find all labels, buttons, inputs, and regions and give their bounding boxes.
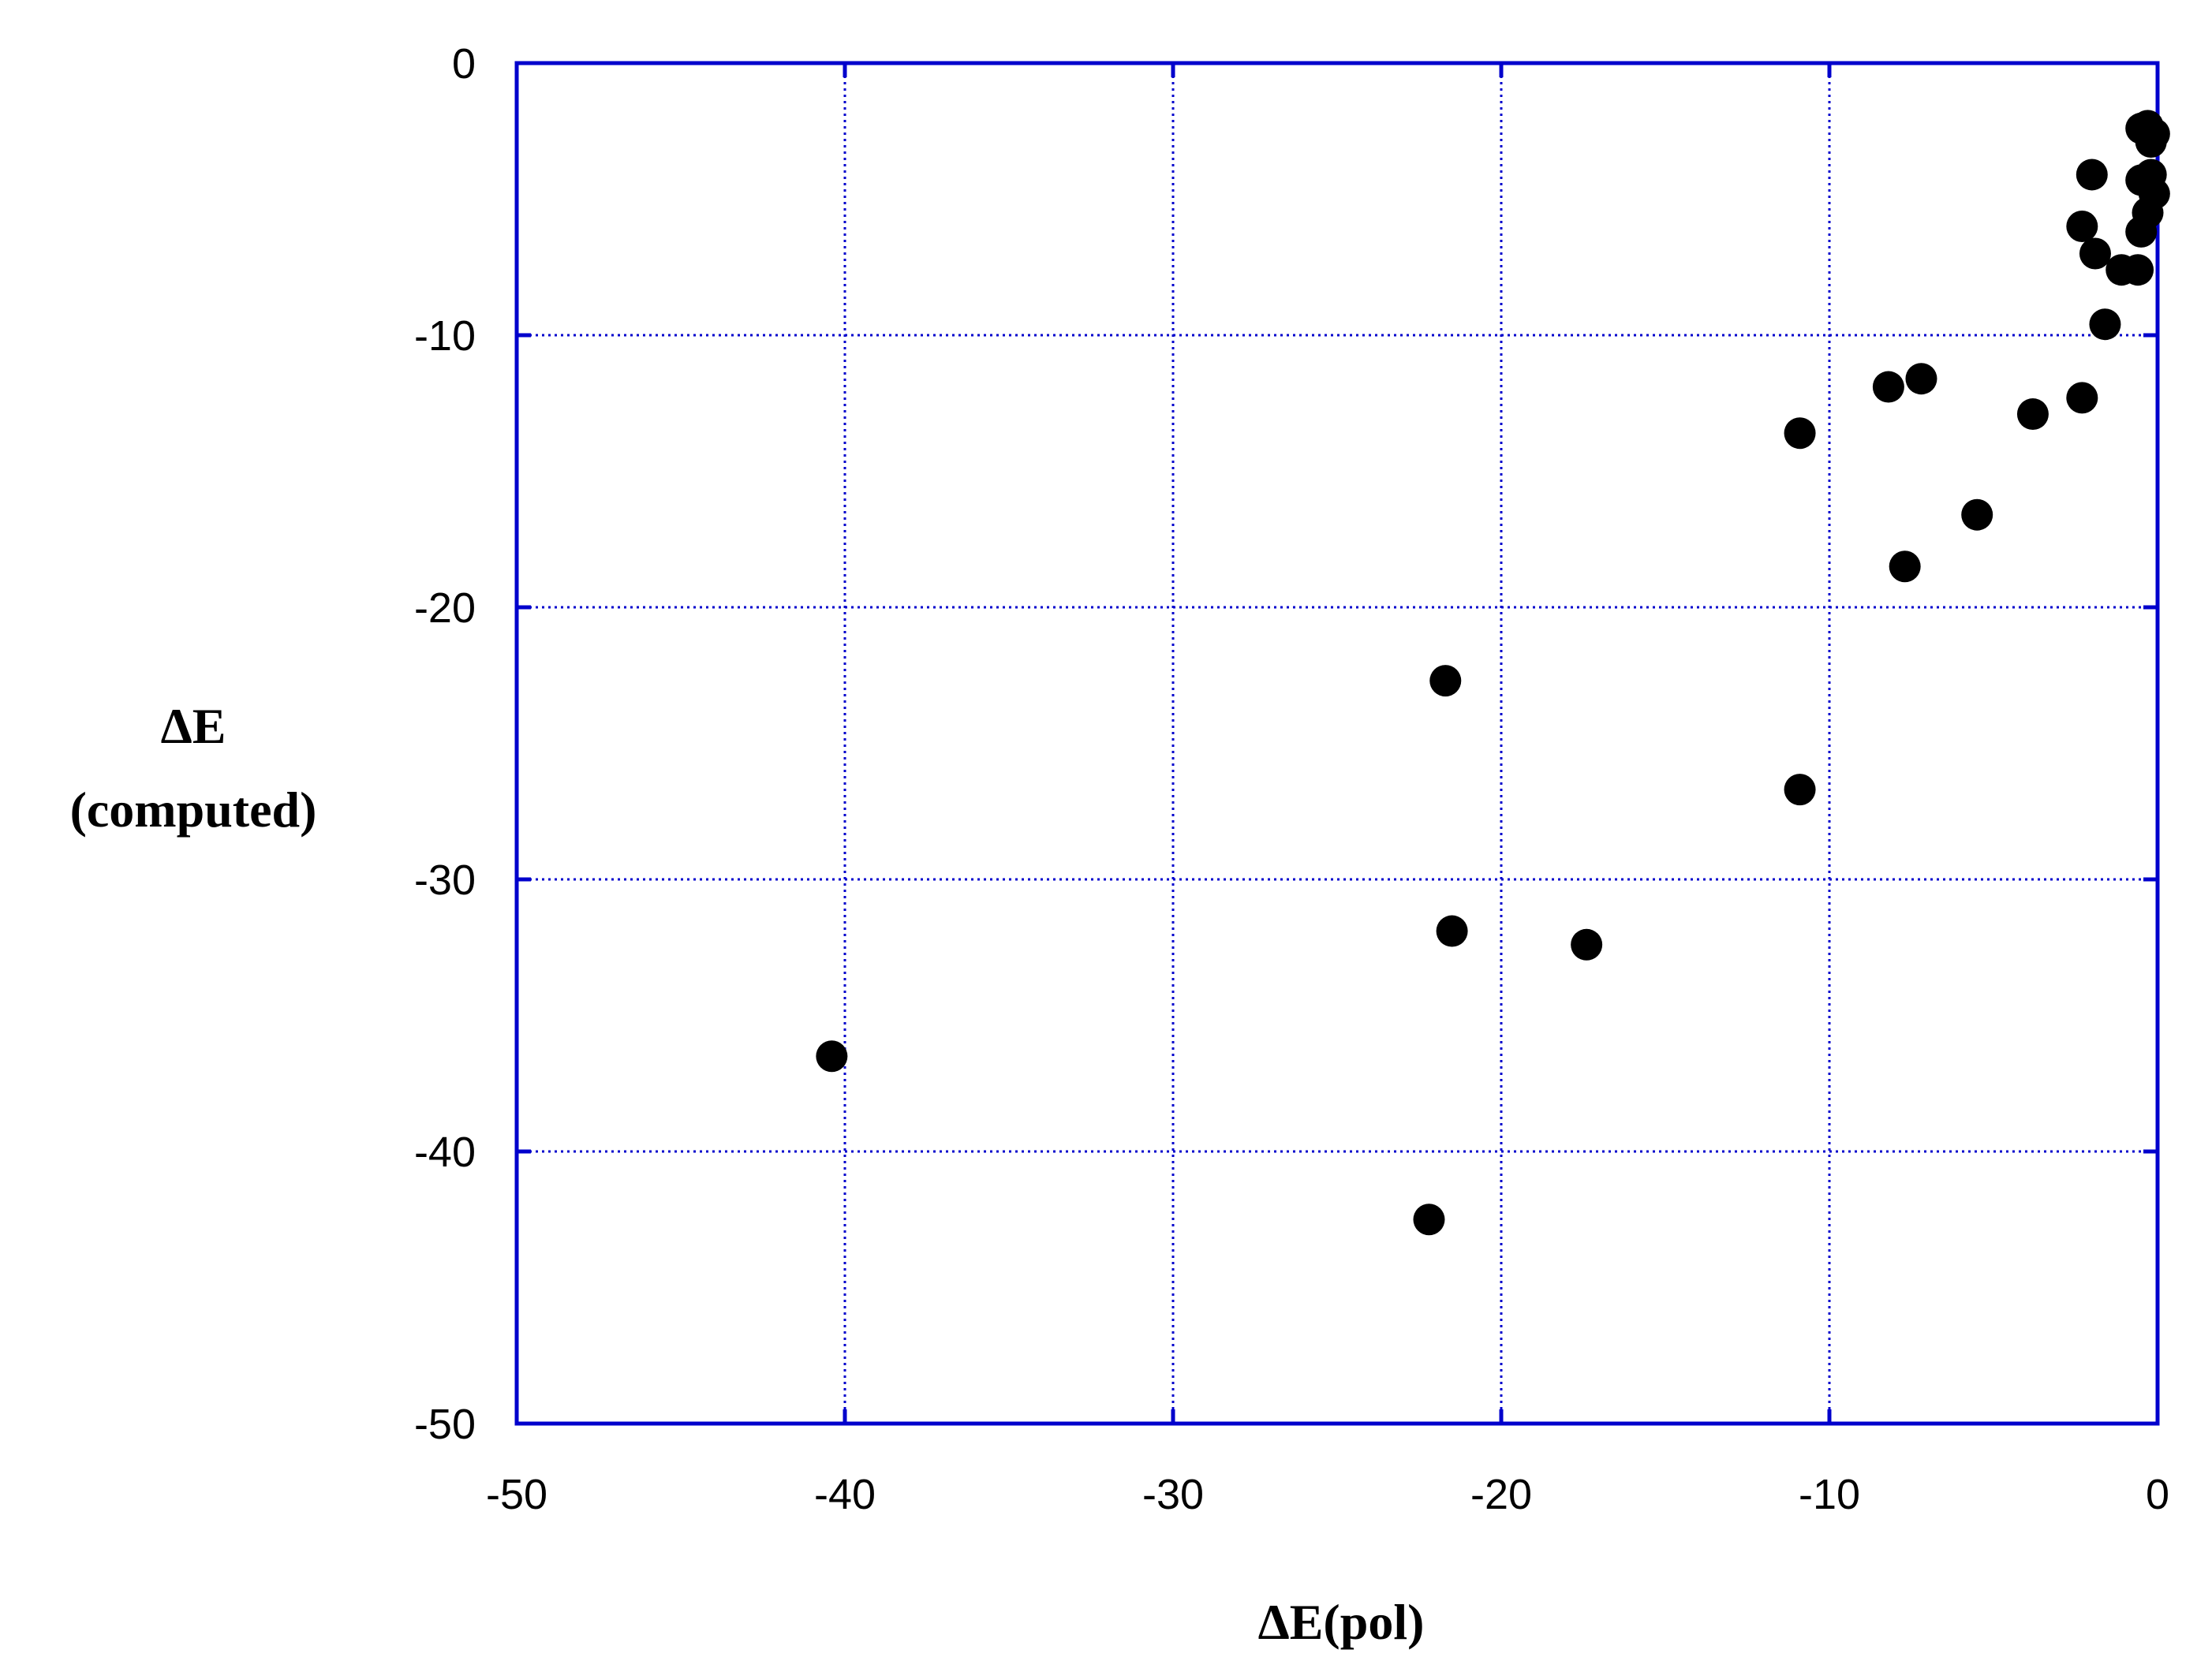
data-point bbox=[1961, 498, 1993, 531]
y-tick-label: -10 bbox=[414, 312, 476, 360]
axis-ticks bbox=[514, 61, 2160, 1426]
data-point bbox=[1413, 1204, 1445, 1236]
data-point bbox=[1784, 417, 1816, 450]
data-point bbox=[1571, 928, 1603, 961]
data-point bbox=[1429, 665, 1462, 697]
x-tick-label: -40 bbox=[814, 1471, 876, 1518]
x-tick-label: -10 bbox=[1799, 1471, 1860, 1518]
data-point bbox=[1889, 550, 1921, 583]
data-point bbox=[2016, 398, 2049, 431]
y-tick-labels: 0 -10 -20 -30 -40 -50 bbox=[414, 40, 476, 1448]
y-tick-label: -50 bbox=[414, 1401, 476, 1448]
data-point bbox=[2066, 211, 2098, 242]
data-point bbox=[1905, 363, 1937, 395]
grid-lines bbox=[517, 63, 2158, 1424]
data-point bbox=[2076, 159, 2108, 191]
y-tick-label: 0 bbox=[452, 40, 476, 88]
data-point bbox=[2125, 215, 2158, 248]
data-point bbox=[2089, 308, 2121, 341]
y-tick-label: -30 bbox=[414, 857, 476, 904]
plot-frame bbox=[514, 61, 2160, 1426]
data-point bbox=[2066, 382, 2098, 414]
data-point bbox=[1872, 371, 1904, 403]
x-tick-labels: -50 -40 -30 -20 -10 0 bbox=[486, 1471, 2169, 1518]
data-point bbox=[816, 1040, 848, 1073]
x-axis-title: ΔE(pol) bbox=[1258, 1594, 1425, 1650]
data-point bbox=[1784, 774, 1816, 806]
y-tick-label: -40 bbox=[414, 1129, 476, 1176]
y-tick-label: -20 bbox=[414, 584, 476, 632]
x-tick-label: -20 bbox=[1470, 1471, 1532, 1518]
data-point bbox=[2135, 126, 2167, 159]
x-tick-label: 0 bbox=[2146, 1471, 2169, 1518]
data-point bbox=[2079, 237, 2111, 270]
data-point bbox=[2122, 254, 2154, 286]
y-axis-title-line-1: ΔE bbox=[161, 698, 226, 754]
x-tick-label: -30 bbox=[1142, 1471, 1204, 1518]
data-points bbox=[816, 110, 2170, 1236]
y-axis-title-line-2: (computed) bbox=[70, 782, 317, 838]
data-point bbox=[1436, 915, 1468, 947]
x-tick-label: -50 bbox=[486, 1471, 547, 1518]
